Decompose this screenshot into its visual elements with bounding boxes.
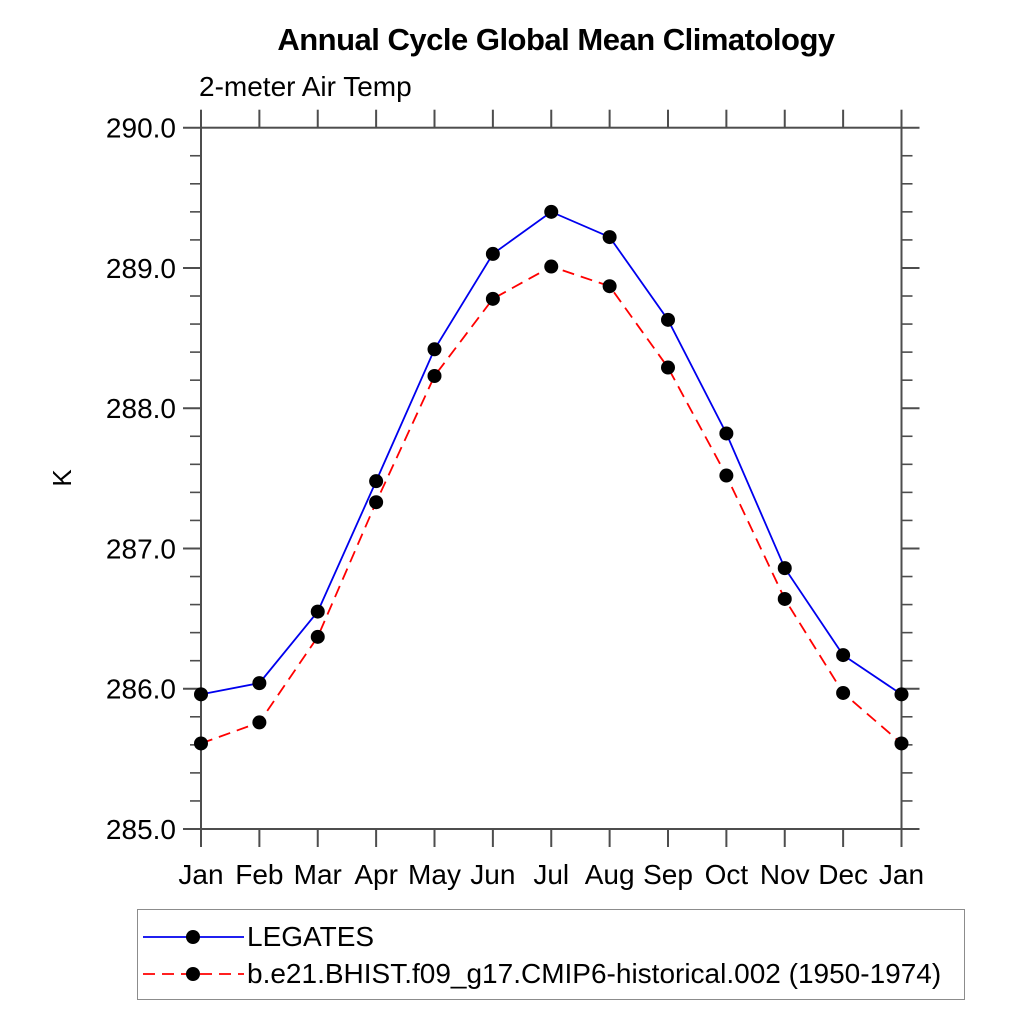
- series-line-1: [200, 265, 903, 745]
- data-point-series-1: [252, 715, 267, 730]
- legend: LEGATES b.e21.BHIST.f09_g17.CMIP6-histor…: [137, 909, 965, 1000]
- data-point-series-1: [310, 629, 325, 644]
- x-tick-label: Sep: [643, 859, 693, 890]
- chart-subtitle: 2-meter Air Temp: [199, 71, 412, 102]
- data-point-series-1: [427, 368, 442, 383]
- data-point-series-1: [544, 259, 559, 274]
- y-tick-label: 287.0: [106, 533, 176, 564]
- data-point-series-0: [194, 687, 208, 702]
- series-line-0: [200, 210, 903, 696]
- y-tick-label: 288.0: [106, 393, 176, 424]
- data-point-series-0: [310, 604, 325, 619]
- x-tick-label: May: [408, 859, 461, 890]
- data-point-series-0: [544, 204, 559, 219]
- data-point-series-1: [369, 495, 384, 510]
- legend-swatch-legates-icon: [143, 929, 244, 944]
- data-point-series-0: [836, 648, 851, 663]
- data-point-series-1: [661, 360, 675, 375]
- x-tick-label: Jan: [879, 859, 924, 890]
- legend-label-model: b.e21.BHIST.f09_g17.CMIP6-historical.002…: [247, 957, 942, 989]
- data-point-series-0: [719, 426, 734, 441]
- data-point-series-0: [602, 230, 617, 245]
- y-tick-label: 286.0: [106, 674, 176, 705]
- data-point-series-1: [836, 685, 851, 700]
- data-point-series-1: [894, 736, 909, 751]
- x-tick-label: Nov: [760, 859, 810, 890]
- y-tick-label: 289.0: [106, 253, 176, 284]
- y-tick-label: 290.0: [106, 113, 176, 144]
- legend-row-legates: LEGATES: [141, 918, 964, 955]
- x-tick-label: Feb: [235, 859, 283, 890]
- plot-frame: [200, 126, 903, 830]
- data-point-series-0: [777, 561, 792, 576]
- legend-marker-sample: [186, 929, 200, 944]
- data-point-series-0: [894, 687, 909, 702]
- legend-swatch-model-icon: [143, 966, 244, 981]
- data-point-series-0: [485, 246, 500, 261]
- x-tick-label: Mar: [294, 859, 342, 890]
- legend-row-model: b.e21.BHIST.f09_g17.CMIP6-historical.002…: [141, 955, 964, 992]
- data-point-series-1: [777, 591, 792, 606]
- data-point-series-1: [485, 291, 500, 306]
- data-point-series-1: [194, 736, 208, 751]
- data-point-series-0: [369, 474, 384, 489]
- data-point-series-0: [427, 342, 442, 357]
- legend-marker-sample: [186, 966, 200, 981]
- data-point-series-1: [719, 468, 734, 483]
- x-tick-label: Oct: [705, 859, 749, 890]
- data-point-series-1: [602, 279, 617, 294]
- y-tick-label: 285.0: [106, 814, 176, 845]
- x-tick-label: Apr: [354, 859, 398, 890]
- data-point-series-0: [252, 676, 267, 691]
- x-tick-label: Aug: [585, 859, 635, 890]
- x-tick-label: Dec: [818, 859, 868, 890]
- x-tick-label: Jul: [533, 859, 569, 890]
- chart-title: Annual Cycle Global Mean Climatology: [277, 22, 835, 57]
- legend-label-legates: LEGATES: [247, 920, 375, 952]
- x-tick-label: Jan: [178, 859, 223, 890]
- data-point-series-0: [661, 312, 675, 327]
- x-tick-label: Jun: [470, 859, 515, 890]
